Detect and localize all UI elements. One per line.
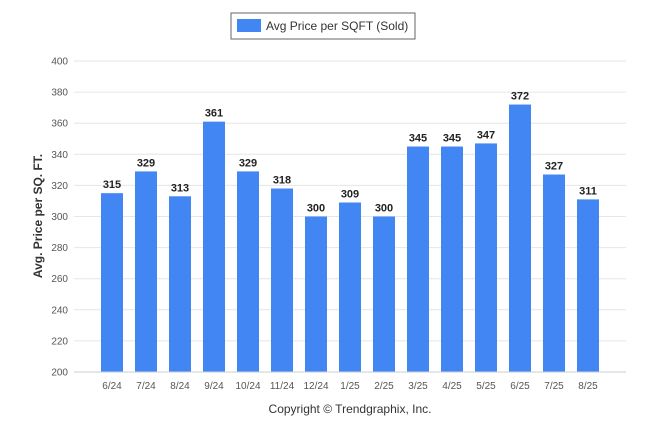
- bar: [407, 146, 429, 372]
- x-tick-label: 5/25: [476, 381, 496, 392]
- bar: [305, 216, 327, 372]
- y-tick-label: 260: [51, 274, 68, 285]
- bar: [441, 146, 463, 372]
- x-tick-label: 6/25: [510, 381, 530, 392]
- data-label: 313: [171, 182, 189, 194]
- bar: [237, 171, 259, 372]
- x-tick-label: 8/25: [578, 381, 598, 392]
- x-tick-label: 4/25: [442, 381, 462, 392]
- bar: [203, 121, 225, 373]
- y-tick-label: 200: [51, 368, 68, 379]
- data-label: 345: [443, 133, 461, 145]
- data-label: 318: [273, 175, 291, 187]
- bar: [169, 196, 191, 372]
- x-tick-label: 6/24: [102, 381, 122, 392]
- copyright-caption: Copyright © Trendgraphix, Inc.: [269, 402, 432, 416]
- x-tick-label: 3/25: [408, 381, 428, 392]
- y-tick-label: 400: [51, 57, 68, 68]
- data-label: 309: [341, 189, 359, 201]
- data-label: 347: [477, 129, 495, 141]
- y-tick-label: 360: [51, 119, 68, 130]
- data-label: 329: [239, 157, 257, 169]
- bar: [135, 171, 157, 372]
- bar: [543, 174, 565, 372]
- x-tick-label: 10/24: [235, 381, 260, 392]
- data-label: 300: [375, 203, 393, 215]
- x-tick-label: 8/24: [170, 381, 190, 392]
- x-tick-label: 9/24: [204, 381, 224, 392]
- x-tick-label: 11/24: [270, 381, 295, 392]
- data-label: 372: [511, 91, 529, 103]
- data-label: 315: [103, 179, 121, 191]
- x-tick-label: 7/25: [544, 381, 564, 392]
- y-tick-label: 220: [51, 336, 68, 347]
- legend-label: Avg Price per SQFT (Sold): [266, 19, 408, 33]
- y-tick-label: 240: [51, 305, 68, 316]
- bar: [101, 193, 123, 372]
- bar: [339, 202, 361, 372]
- y-tick-label: 380: [51, 88, 68, 99]
- y-axis-title: Avg. Price per SQ. FT.: [31, 154, 45, 278]
- data-label: 311: [579, 185, 597, 197]
- legend[interactable]: Avg Price per SQFT (Sold): [230, 12, 416, 40]
- bar: [577, 199, 599, 372]
- x-tick-label: 7/24: [136, 381, 156, 392]
- data-label: 345: [409, 133, 427, 145]
- y-axis-ticks: 200 220 240 260 280 300 320 340 360 380 400: [51, 57, 68, 379]
- x-axis-ticks: 6/24 7/24 8/24 9/24 10/24 11/24 12/24 1/25 2/25 3…: [102, 381, 598, 392]
- y-tick-label: 300: [51, 212, 68, 223]
- x-tick-label: 12/24: [303, 381, 328, 392]
- y-tick-label: 320: [51, 181, 68, 192]
- bars: 315 329 313 361 329 318 300 309 300 345 345 347 372 3…: [101, 91, 599, 373]
- data-label: 329: [137, 157, 155, 169]
- data-label: 361: [205, 108, 223, 120]
- x-tick-label: 2/25: [374, 381, 394, 392]
- y-tick-label: 340: [51, 150, 68, 161]
- bar: [509, 104, 531, 372]
- bar: [475, 143, 497, 372]
- y-tick-label: 280: [51, 243, 68, 254]
- bar: [271, 188, 293, 372]
- data-label: 327: [545, 161, 563, 173]
- x-tick-label: 1/25: [340, 381, 360, 392]
- legend-swatch: [237, 19, 261, 32]
- bar: [373, 216, 395, 372]
- data-label: 300: [307, 203, 325, 215]
- legend-box: [230, 12, 416, 40]
